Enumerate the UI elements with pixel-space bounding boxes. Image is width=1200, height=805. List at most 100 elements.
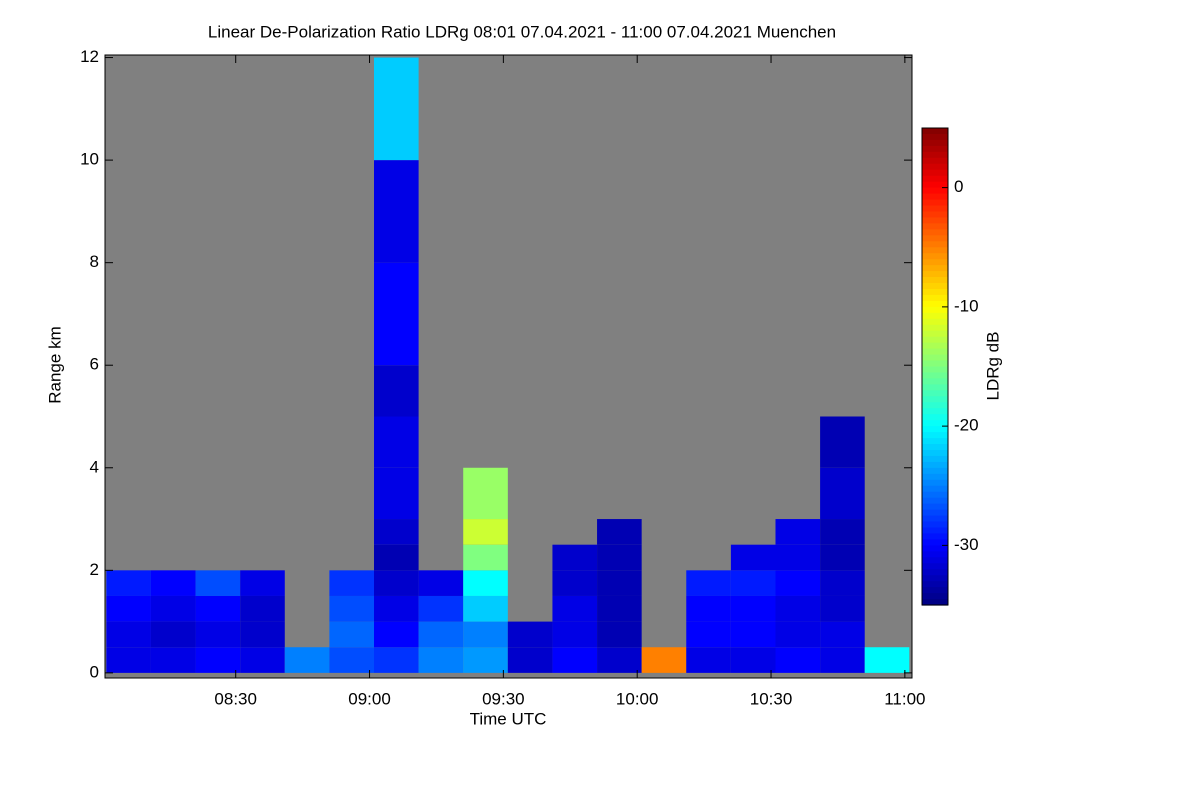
- colorbar-segment: [922, 438, 948, 445]
- colorbar-segment: [922, 503, 948, 511]
- heatmap-cell: [463, 519, 508, 545]
- colorbar-segment: [922, 283, 948, 290]
- colorbar-segment: [922, 151, 948, 159]
- colorbar-segment: [922, 432, 948, 439]
- y-tick-label: 0: [90, 662, 99, 681]
- heatmap-cell: [374, 621, 419, 648]
- heatmap-cell: [775, 544, 821, 571]
- heatmap-cell: [374, 647, 419, 673]
- colorbar-segment: [922, 193, 948, 201]
- colorbar-segment: [922, 551, 948, 558]
- heatmap-cell: [195, 570, 241, 596]
- x-tick-label: 09:30: [482, 689, 525, 708]
- colorbar-segment: [922, 348, 948, 356]
- heatmap-cell: [507, 621, 553, 648]
- heatmap-cell: [820, 519, 865, 545]
- x-tick-label: 10:00: [616, 689, 659, 708]
- x-tick-label: 08:30: [214, 689, 257, 708]
- heatmap-cell: [463, 570, 508, 596]
- colorbar-segment: [922, 265, 948, 272]
- heatmap-cell: [463, 595, 508, 622]
- heatmap-cell: [418, 595, 464, 622]
- heatmap-cell: [106, 570, 151, 596]
- y-tick-label: 6: [90, 355, 99, 374]
- heatmap-cell: [463, 544, 508, 571]
- heatmap-cell: [730, 621, 776, 648]
- colorbar-segment: [922, 324, 948, 332]
- heatmap-cell: [552, 544, 598, 571]
- heatmap-cell: [150, 570, 196, 596]
- heatmap-cell: [820, 595, 865, 622]
- colorbar-segment: [922, 199, 948, 207]
- heatmap-cell: [775, 647, 821, 673]
- chart-title: Linear De-Polarization Ratio LDRg 08:01 …: [208, 22, 836, 41]
- heatmap-cell: [374, 467, 419, 520]
- colorbar-segment: [922, 575, 948, 582]
- y-tick-label: 4: [90, 457, 99, 476]
- colorbar-segment: [922, 294, 948, 302]
- heatmap-cell: [374, 160, 419, 263]
- colorbar-frame: [921, 127, 949, 606]
- heatmap-cell: [374, 365, 419, 417]
- colorbar-segment: [922, 205, 948, 213]
- colorbar-segment: [922, 491, 948, 499]
- colorbar-segment: [922, 509, 948, 517]
- x-axis-label: Time UTC: [470, 709, 547, 728]
- colorbar-segment: [922, 247, 948, 254]
- colorbar-segment: [922, 354, 948, 362]
- heatmap-cell: [552, 647, 598, 673]
- colorbar-segment: [922, 306, 948, 314]
- heatmap-cell: [240, 595, 285, 622]
- colorbar-segment: [922, 187, 948, 195]
- colorbar-segment: [922, 169, 948, 177]
- heatmap-cell: [864, 647, 910, 673]
- colorbar-segment: [922, 259, 948, 266]
- colorbar-segment: [922, 384, 948, 391]
- colorbar-segment: [922, 318, 948, 326]
- heatmap-cell: [374, 262, 419, 366]
- colorbar-segment: [922, 485, 948, 493]
- heatmap-cell: [106, 647, 151, 673]
- colorbar-segment: [922, 461, 948, 469]
- colorbar-segment: [922, 497, 948, 505]
- colorbar-tick-label: -30: [954, 535, 979, 554]
- heatmap-cell: [552, 570, 598, 596]
- colorbar-segment: [922, 402, 948, 409]
- heatmap-cell: [820, 570, 865, 596]
- colorbar-segment: [922, 288, 948, 296]
- heatmap-cell: [686, 595, 731, 622]
- heatmap-cell: [820, 621, 865, 648]
- heatmap-cell: [597, 519, 642, 545]
- heatmap-cell: [374, 570, 419, 596]
- colorbar-segment: [922, 467, 948, 475]
- heatmap-cell: [463, 647, 508, 673]
- heatmap-cell: [329, 647, 374, 673]
- heatmap-cell: [374, 544, 419, 571]
- heatmap-cell: [597, 647, 642, 673]
- colorbar-segment: [922, 545, 948, 552]
- colorbar-segment: [922, 271, 948, 278]
- heatmap-cell: [820, 544, 865, 571]
- heatmap-cell: [150, 595, 196, 622]
- colorbar-segment: [922, 449, 948, 457]
- colorbar-segment: [922, 330, 948, 338]
- x-tick-label: 11:00: [884, 689, 925, 708]
- heatmap-cell: [552, 621, 598, 648]
- plot-frame: [104, 54, 913, 679]
- heatmap-cell: [284, 647, 330, 673]
- colorbar-segment: [922, 235, 948, 242]
- colorbar-segment: [922, 479, 948, 487]
- y-axis-label: Range km: [45, 326, 64, 403]
- colorbar-segment: [922, 342, 948, 350]
- heatmap-cell: [463, 467, 508, 520]
- heatmap-cell: [597, 595, 642, 622]
- colorbar-tick-label: -10: [954, 296, 979, 315]
- heatmap-cell: [374, 416, 419, 468]
- colorbar-segment: [922, 139, 948, 147]
- colorbar-segment: [922, 211, 948, 219]
- colorbar-segment: [922, 599, 948, 606]
- colorbar-tick-label: -20: [954, 416, 979, 435]
- colorbar-segment: [922, 128, 948, 135]
- colorbar-segment: [922, 593, 948, 600]
